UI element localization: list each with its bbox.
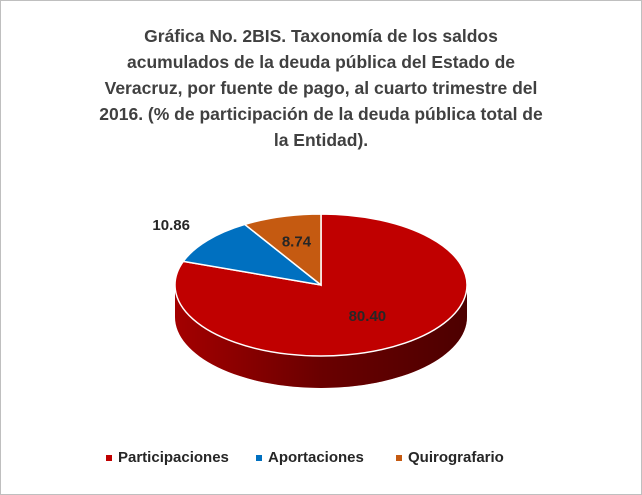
slice <box>182 223 322 286</box>
legend-label: Participaciones <box>118 449 229 466</box>
slice <box>174 213 468 357</box>
slice-side-shade <box>175 285 467 388</box>
data-label: 80.40 <box>349 308 387 325</box>
slice <box>243 213 322 287</box>
legend-swatch <box>396 455 402 461</box>
data-label: 10.86 <box>152 217 190 234</box>
legend-swatch <box>106 455 112 461</box>
legend-swatch <box>256 455 262 461</box>
chart-title: Gráfica No. 2BIS. Taxonomía de los saldo… <box>99 26 543 150</box>
legend-label: Quirografario <box>408 449 504 466</box>
legend-label: Aportaciones <box>268 449 364 466</box>
data-label: 8.74 <box>282 234 312 251</box>
